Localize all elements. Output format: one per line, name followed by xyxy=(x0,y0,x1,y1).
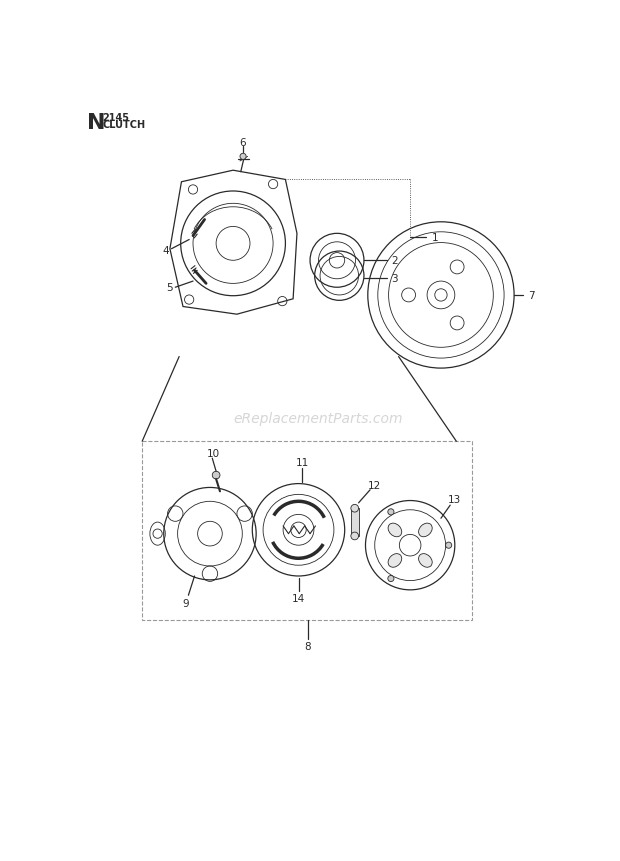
Text: 12: 12 xyxy=(368,480,381,491)
Circle shape xyxy=(388,509,394,516)
Circle shape xyxy=(351,505,358,512)
Text: 8: 8 xyxy=(304,641,311,651)
Text: 11: 11 xyxy=(296,457,309,468)
Circle shape xyxy=(388,576,394,582)
Ellipse shape xyxy=(388,554,402,567)
Text: 3: 3 xyxy=(391,274,398,283)
Circle shape xyxy=(446,542,452,548)
Bar xyxy=(142,442,472,620)
Circle shape xyxy=(240,154,246,160)
Text: 10: 10 xyxy=(206,449,219,458)
Circle shape xyxy=(351,532,358,540)
Bar xyxy=(351,509,358,536)
Text: 9: 9 xyxy=(182,598,188,608)
Text: 2145: 2145 xyxy=(102,113,129,122)
Text: CLUTCH: CLUTCH xyxy=(102,120,145,129)
Text: N: N xyxy=(87,113,105,133)
Text: 6: 6 xyxy=(240,139,246,148)
Text: 7: 7 xyxy=(528,291,534,300)
Ellipse shape xyxy=(418,554,432,567)
Text: 5: 5 xyxy=(166,283,172,293)
Text: 4: 4 xyxy=(162,245,169,255)
Ellipse shape xyxy=(388,523,402,537)
Text: 1: 1 xyxy=(432,233,438,243)
Text: 14: 14 xyxy=(292,593,305,603)
Text: eReplacementParts.com: eReplacementParts.com xyxy=(233,412,402,425)
Circle shape xyxy=(212,472,220,480)
Ellipse shape xyxy=(150,523,166,546)
Text: 2: 2 xyxy=(391,256,398,266)
Ellipse shape xyxy=(418,523,432,537)
Text: 13: 13 xyxy=(448,494,461,505)
